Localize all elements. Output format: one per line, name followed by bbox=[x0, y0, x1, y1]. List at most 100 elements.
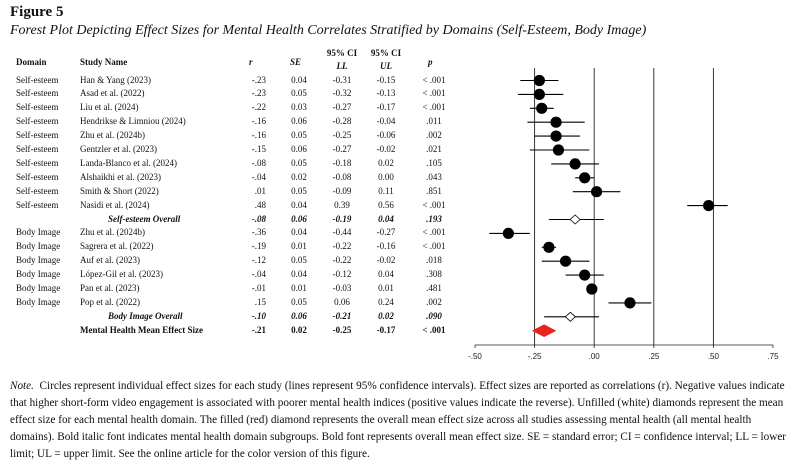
effect-point bbox=[559, 255, 572, 267]
figure-title: Forest Plot Depicting Effect Sizes for M… bbox=[10, 23, 647, 38]
effect-point bbox=[579, 269, 591, 281]
row-se: 0.04 bbox=[291, 74, 307, 85]
row-ul: -0.13 bbox=[376, 88, 396, 99]
row-p: .308 bbox=[426, 269, 442, 280]
row-ul: 0.04 bbox=[378, 269, 394, 280]
x-tick-label: .00 bbox=[589, 352, 601, 361]
row-se: 0.05 bbox=[291, 130, 307, 141]
row-ll: -0.27 bbox=[332, 102, 352, 113]
row-ul: 0.02 bbox=[378, 310, 394, 321]
row-ul: 0.00 bbox=[378, 171, 394, 182]
row-p: < .001 bbox=[422, 241, 446, 252]
overall-diamond bbox=[531, 324, 557, 338]
row-study: Alshaikhi et al. (2023) bbox=[80, 171, 161, 182]
header-ci-ul-label: 95% CI bbox=[370, 48, 402, 58]
row-p: < .001 bbox=[422, 199, 446, 210]
row-ll: -0.44 bbox=[332, 227, 352, 238]
row-ul: 0.01 bbox=[378, 283, 394, 293]
reference-lines bbox=[534, 68, 714, 345]
row-p: .193 bbox=[426, 213, 442, 224]
effect-point bbox=[590, 186, 603, 198]
row-domain: Self-esteem bbox=[16, 130, 59, 141]
row-r: -.01 bbox=[251, 283, 266, 293]
row-ll: -0.28 bbox=[332, 116, 352, 127]
row-se: 0.06 bbox=[291, 144, 307, 154]
figure-note: Note. Circles represent individual effec… bbox=[10, 378, 792, 463]
row-ll: 0.06 bbox=[334, 296, 350, 307]
row-ll: -0.31 bbox=[332, 74, 352, 85]
effect-point bbox=[624, 297, 636, 309]
row-ll: -0.19 bbox=[332, 213, 352, 224]
row-p: < .001 bbox=[422, 227, 446, 238]
note-text: Circles represent individual effect size… bbox=[10, 380, 787, 460]
row-study: López-Gil et al. (2023) bbox=[80, 269, 163, 280]
row-domain: Self-esteem bbox=[16, 116, 59, 127]
row-study: Self-esteem Overall bbox=[108, 213, 181, 224]
row-ll: -0.32 bbox=[332, 88, 352, 99]
row-study: Nasidi et al. (2024) bbox=[80, 199, 150, 210]
row-ll: -0.22 bbox=[332, 255, 352, 266]
row-ul: 0.02 bbox=[378, 157, 394, 168]
row-r: -.19 bbox=[251, 241, 266, 252]
row-p: .021 bbox=[426, 144, 442, 154]
row-domain: Self-esteem bbox=[16, 199, 59, 210]
row-ul: 0.04 bbox=[378, 213, 394, 224]
effect-point bbox=[569, 158, 581, 170]
header-ll: LL bbox=[336, 61, 348, 71]
figure-label: Figure 5 bbox=[10, 4, 64, 20]
row-r: -.21 bbox=[251, 324, 266, 335]
row-ll: -0.25 bbox=[332, 324, 352, 335]
effect-point bbox=[533, 74, 545, 87]
header-ci-ll-label: 95% CI bbox=[326, 48, 358, 58]
row-ll: -0.03 bbox=[332, 283, 352, 293]
row-domain: Self-esteem bbox=[16, 74, 59, 85]
plot-axis: -.50 -.25 .00 .25 .50 .75 bbox=[468, 344, 779, 361]
row-r: -.22 bbox=[251, 102, 266, 113]
row-p: .090 bbox=[426, 310, 442, 321]
row-study: Liu et al. (2024) bbox=[80, 102, 139, 113]
row-domain: Body Image bbox=[16, 227, 61, 238]
header-p: p bbox=[428, 57, 433, 67]
row-study: Pop et al. (2022) bbox=[80, 296, 140, 307]
row-se: 0.04 bbox=[291, 269, 307, 280]
row-ul: -0.16 bbox=[376, 241, 396, 252]
header-r: r bbox=[249, 57, 253, 67]
row-study: Han & Yang (2023) bbox=[80, 74, 151, 85]
row-study: Landa-Blanco et al. (2024) bbox=[80, 157, 177, 168]
row-p: .851 bbox=[426, 185, 442, 196]
row-ul: -0.02 bbox=[376, 144, 396, 154]
row-ll: -0.18 bbox=[332, 157, 352, 168]
row-r: -.23 bbox=[251, 74, 266, 85]
row-ll: -0.12 bbox=[332, 269, 352, 280]
row-domain: Body Image bbox=[16, 269, 61, 280]
row-p: .002 bbox=[426, 130, 442, 141]
row-domain: Body Image bbox=[16, 241, 61, 252]
row-r: -.12 bbox=[251, 255, 266, 266]
row-r: .01 bbox=[254, 185, 266, 196]
row-se: 0.06 bbox=[291, 116, 307, 127]
row-se: 0.01 bbox=[291, 283, 307, 293]
row-ll: -0.22 bbox=[332, 241, 352, 252]
plot-markers bbox=[489, 74, 728, 338]
row-ll: -0.09 bbox=[332, 185, 352, 196]
x-tick-label: -.50 bbox=[468, 352, 482, 361]
row-se: 0.06 bbox=[291, 213, 307, 224]
row-se: 0.04 bbox=[291, 199, 307, 210]
row-p: .002 bbox=[426, 296, 442, 307]
row-study: Body Image Overall bbox=[108, 310, 183, 321]
row-domain: Self-esteem bbox=[16, 102, 59, 113]
row-domain: Body Image bbox=[16, 296, 61, 307]
note-lead: Note. bbox=[10, 380, 34, 392]
row-ll: -0.08 bbox=[332, 171, 352, 182]
row-study: Smith & Short (2022) bbox=[80, 185, 159, 196]
row-se: 0.06 bbox=[291, 310, 307, 321]
row-r: -.04 bbox=[251, 269, 266, 280]
row-r: -.23 bbox=[251, 88, 266, 99]
row-domain: Self-esteem bbox=[16, 171, 59, 182]
row-ll: -0.27 bbox=[332, 144, 352, 154]
row-p: < .001 bbox=[422, 88, 446, 99]
row-p: .011 bbox=[426, 116, 442, 127]
row-study: Zhu et al. (2024b) bbox=[80, 227, 145, 238]
subgroup-diamond bbox=[569, 214, 581, 225]
